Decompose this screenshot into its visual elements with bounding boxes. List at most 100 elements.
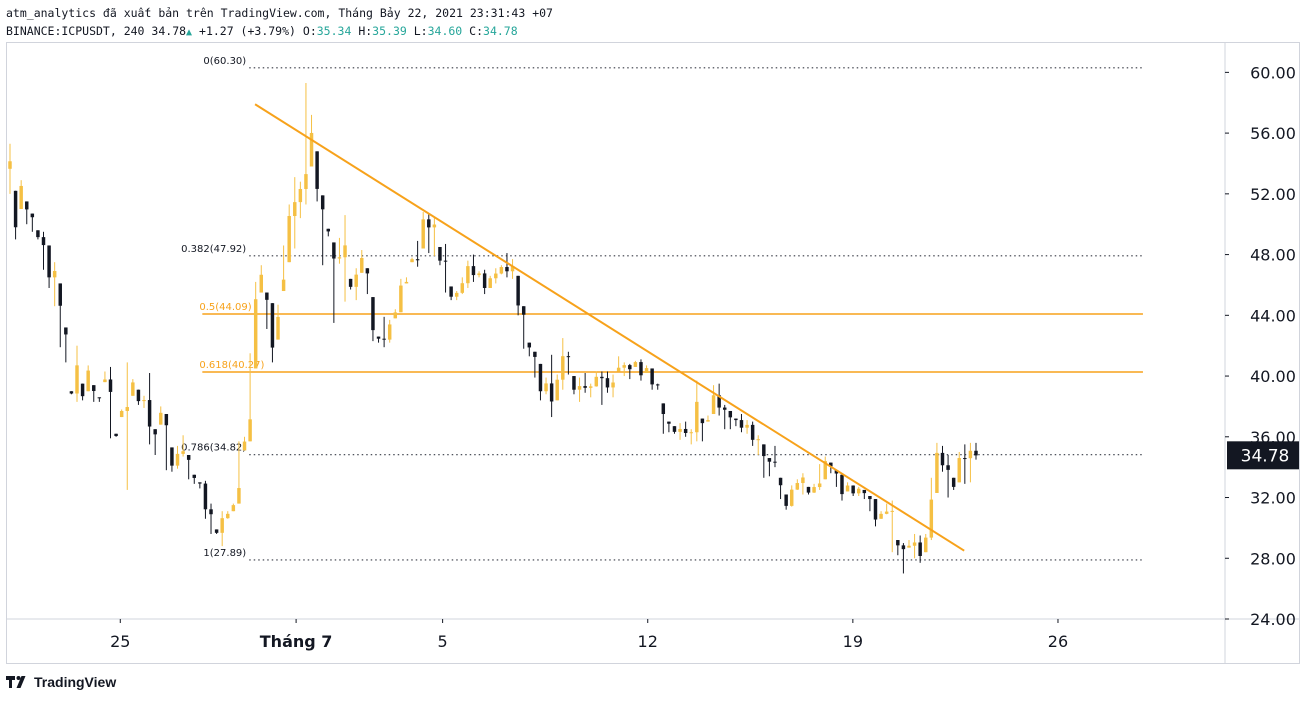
candle-body-22 (131, 382, 135, 396)
candle-body-52 (298, 188, 303, 203)
candle-body-17 (103, 379, 107, 383)
candle-body-100 (566, 356, 571, 358)
candle-body-38 (220, 518, 224, 533)
candle-body-169 (951, 477, 956, 487)
candle-body-8 (52, 270, 57, 278)
candle-body-9 (58, 283, 62, 306)
candle-body-29 (170, 447, 174, 466)
fib-level-label-4: 0.786(34.82) (181, 443, 246, 454)
candle-body-80 (454, 292, 459, 297)
candle-body-79 (449, 286, 453, 297)
candle-body-109 (616, 367, 621, 372)
y-tick-label-2: 32.00 (1250, 489, 1296, 508)
candle-body-28 (164, 414, 169, 426)
candle-body-122 (689, 432, 693, 434)
candle-body-148 (834, 470, 839, 474)
chart-frame (6, 42, 1300, 664)
candle-body-125 (706, 420, 710, 422)
candle-body-60 (343, 245, 347, 258)
fib-level-label-5: 1(27.89) (203, 548, 246, 559)
candle-body-50 (287, 216, 291, 263)
candle-body-117 (661, 403, 666, 415)
open-label: O: (302, 24, 317, 38)
fib-level-label-3: 0.618(40.27) (199, 360, 264, 371)
last-price-tag-bg (1227, 441, 1299, 470)
candle-body-48 (276, 316, 280, 340)
candle-body-98 (555, 379, 559, 401)
candle-body-0 (8, 161, 12, 169)
candle-body-7 (47, 245, 51, 278)
open-value: 35.34 (316, 24, 352, 38)
candle-body-146 (823, 461, 827, 480)
candle-body-92 (521, 306, 526, 315)
time-axis[interactable]: 25 Tháng 7 5 12 19 26 (110, 619, 1068, 651)
candle-body-20 (119, 410, 124, 418)
candle-body-97 (549, 383, 554, 402)
trendline[interactable] (254, 103, 965, 552)
y-tick-label-4: 40.00 (1250, 367, 1296, 386)
candle-body-14 (86, 370, 90, 392)
candle-body-36 (209, 509, 213, 515)
y-tick-label-8: 56.00 (1250, 124, 1296, 143)
candle-body-165 (929, 499, 934, 538)
candle-body-155 (873, 499, 878, 520)
candle-body-90 (510, 266, 515, 272)
candle-body-30 (175, 453, 180, 466)
candle-body-131 (739, 420, 744, 428)
y-tick-label-5: 44.00 (1250, 306, 1296, 325)
high-label: H: (358, 24, 373, 38)
candle-body-44 (253, 299, 258, 369)
candle-body-45 (259, 274, 264, 293)
candle-body-163 (918, 542, 922, 556)
candle-body-31 (181, 451, 185, 454)
price-axis[interactable]: 24.0028.0032.0036.0040.0044.0048.0052.00… (1225, 63, 1296, 629)
y-tick-label-6: 48.00 (1250, 246, 1296, 265)
x-tick-label-5: 26 (1048, 632, 1068, 651)
candle-body-16 (97, 397, 102, 399)
publish-line: atm_analytics đã xuất bản trên TradingVi… (6, 6, 553, 20)
candle-body-55 (315, 151, 319, 189)
candle-body-106 (600, 376, 604, 379)
candle-body-167 (940, 452, 945, 466)
candle-body-154 (868, 496, 872, 500)
candle-body-137 (773, 461, 777, 463)
candle-body-56 (320, 195, 325, 210)
candle-body-77 (438, 246, 442, 261)
candle-body-129 (728, 410, 733, 418)
candle-body-116 (655, 384, 660, 386)
candle-body-19 (114, 433, 118, 437)
candle-body-24 (142, 400, 146, 402)
candle-body-103 (583, 386, 587, 388)
candle-body-133 (750, 424, 755, 440)
candle-body-94 (533, 351, 537, 357)
candle-body-12 (75, 365, 79, 394)
candle-body-102 (577, 386, 582, 390)
candle-body-130 (734, 418, 738, 421)
candle-body-32 (186, 455, 191, 460)
fib-retracement[interactable]: 0(60.30) 0.382(47.92) 0.5(44.09) 0.618(40.2… (181, 56, 1143, 561)
candle-body-149 (840, 474, 844, 495)
candle-body-86 (488, 278, 492, 288)
tradingview-logo[interactable]: TradingView (6, 674, 116, 690)
candle-body-39 (226, 513, 230, 519)
candle-body-135 (762, 444, 766, 457)
y-tick-label-7: 52.00 (1250, 185, 1296, 204)
candle-body-140 (790, 489, 794, 506)
candle-body-150 (845, 485, 850, 492)
candle-body-61 (348, 278, 353, 287)
candle-body-126 (711, 395, 716, 415)
candle-body-82 (466, 266, 470, 284)
candle-body-104 (588, 386, 593, 388)
candle-body-59 (337, 257, 342, 259)
candle-body-128 (722, 407, 727, 410)
candle-body-134 (756, 439, 760, 441)
candle-body-172 (968, 450, 973, 459)
candle-body-161 (907, 545, 911, 548)
price-chart[interactable]: 0(60.30) 0.382(47.92) 0.5(44.09) 0.618(40.2… (6, 42, 1300, 664)
candle-body-25 (147, 400, 152, 427)
candle-body-49 (281, 279, 286, 292)
y-tick-label-1: 28.00 (1250, 549, 1296, 568)
candle-body-2 (19, 185, 23, 210)
candle-body-160 (901, 545, 906, 550)
trendline-segment (254, 103, 965, 552)
